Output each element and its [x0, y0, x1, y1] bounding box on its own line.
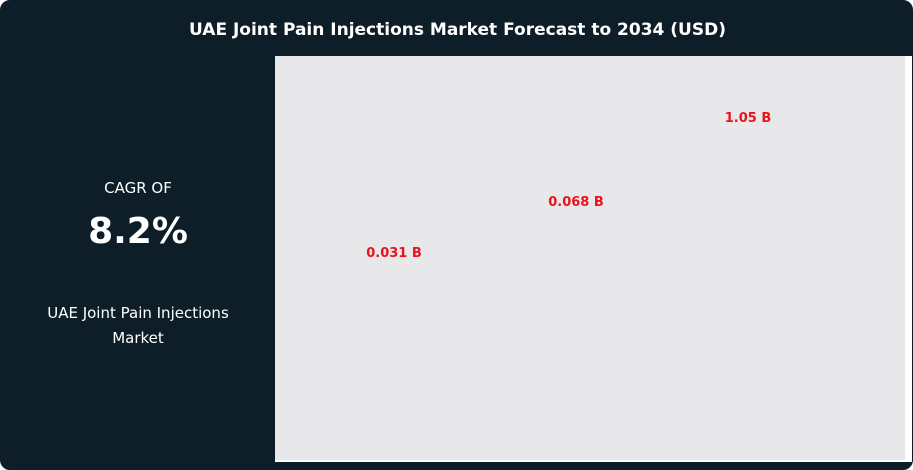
market-name: UAE Joint Pain Injections Market — [47, 304, 229, 347]
plot-area: 0.031 B 0.068 B 1.05 B — [275, 56, 905, 460]
data-label: 0.031 B — [366, 246, 422, 261]
summary-panel: CAGR OF 8.2% UAE Joint Pain Injections M… — [1, 56, 275, 469]
data-label: 1.05 B — [725, 111, 772, 126]
cagr-value: 8.2% — [88, 211, 188, 252]
chart-title: UAE Joint Pain Injections Market Forecas… — [189, 20, 726, 40]
cagr-label: CAGR OF — [104, 179, 172, 197]
plot-background — [275, 56, 905, 460]
plot-container: 0.031 B 0.068 B 1.05 B — [275, 56, 912, 462]
data-label: 0.068 B — [548, 195, 604, 210]
